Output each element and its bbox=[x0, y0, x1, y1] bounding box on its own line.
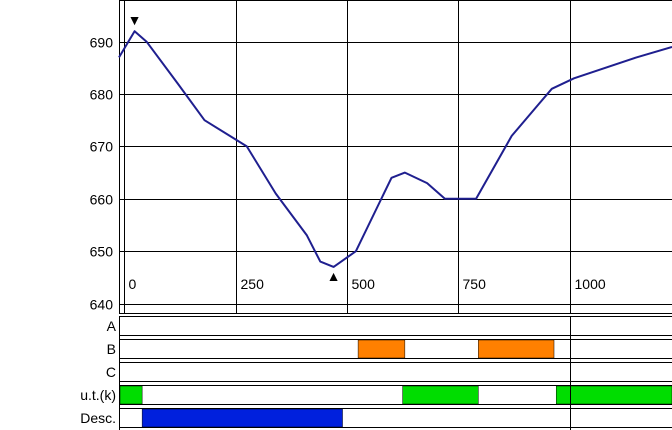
x-tick-label: 250 bbox=[241, 276, 265, 292]
track-segment bbox=[478, 339, 555, 359]
track-label: C bbox=[106, 364, 116, 380]
track-label: Desc. bbox=[80, 410, 116, 426]
track-segment bbox=[119, 385, 143, 405]
y-tick-label: 670 bbox=[90, 139, 114, 155]
track-segment bbox=[141, 408, 343, 428]
track-row: C bbox=[106, 362, 672, 382]
y-tick-label: 690 bbox=[90, 35, 114, 51]
x-tick-label: 1000 bbox=[575, 276, 606, 292]
track-label: u.t.(k) bbox=[80, 387, 116, 403]
min-marker: ▲ bbox=[327, 268, 341, 284]
track-segment bbox=[402, 385, 479, 405]
track-bar bbox=[119, 316, 672, 336]
track-row: B bbox=[107, 339, 672, 359]
track-row: A bbox=[107, 316, 672, 336]
track-label: B bbox=[107, 341, 116, 357]
track-segment bbox=[357, 339, 406, 359]
x-tick-label: 500 bbox=[352, 276, 376, 292]
y-tick-label: 660 bbox=[90, 192, 114, 208]
y-tick-label: 640 bbox=[90, 297, 114, 313]
x-tick-label: 0 bbox=[129, 276, 137, 292]
track-bar bbox=[119, 362, 672, 382]
plot-area: 640 650 660 670 680 690 0 250 500 750 1000 ▼ ▲ bbox=[90, 0, 672, 314]
y-tick-label: 680 bbox=[90, 87, 114, 103]
y-tick-label: 650 bbox=[90, 244, 114, 260]
track-segment bbox=[555, 385, 672, 405]
track-row: u.t.(k) bbox=[80, 385, 672, 405]
plot-frame bbox=[119, 0, 672, 314]
x-tick-label: 750 bbox=[463, 276, 487, 292]
series-line bbox=[118, 30, 672, 268]
max-marker: ▼ bbox=[128, 12, 142, 28]
track-row: Desc. bbox=[80, 408, 672, 428]
track-label: A bbox=[107, 318, 117, 334]
